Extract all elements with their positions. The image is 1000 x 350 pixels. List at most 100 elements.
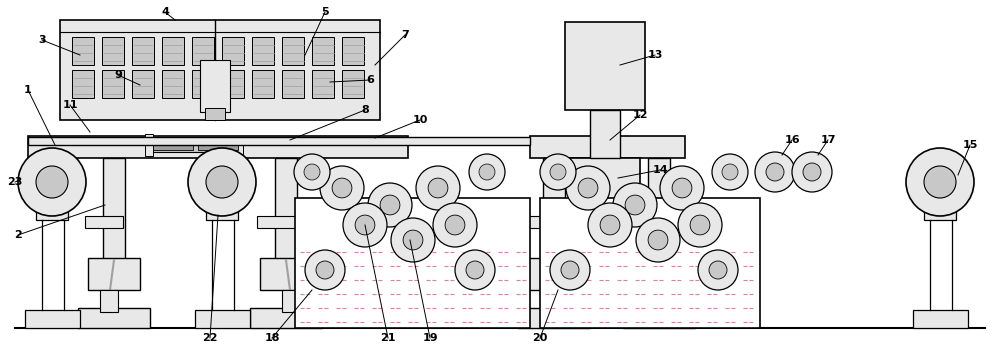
Circle shape <box>416 166 460 210</box>
Text: 16: 16 <box>784 135 800 145</box>
Bar <box>540 198 760 328</box>
Circle shape <box>455 250 495 290</box>
Bar <box>102 70 124 98</box>
Text: 19: 19 <box>422 333 438 343</box>
Circle shape <box>206 166 238 198</box>
Circle shape <box>355 215 375 235</box>
Bar <box>148 138 238 152</box>
Bar <box>250 308 322 328</box>
Bar <box>78 308 150 328</box>
Bar <box>275 158 297 260</box>
Circle shape <box>294 154 330 190</box>
Circle shape <box>613 183 657 227</box>
Bar <box>102 37 124 65</box>
Text: 23: 23 <box>7 177 23 187</box>
Bar <box>282 290 300 312</box>
Text: 21: 21 <box>380 333 396 343</box>
Circle shape <box>678 203 722 247</box>
Bar <box>162 70 184 98</box>
Bar <box>222 70 244 98</box>
Bar <box>312 37 334 65</box>
Circle shape <box>316 261 334 279</box>
Circle shape <box>924 166 956 198</box>
Bar <box>252 70 274 98</box>
Circle shape <box>433 203 477 247</box>
Circle shape <box>709 261 727 279</box>
Circle shape <box>391 218 435 262</box>
Circle shape <box>188 148 256 216</box>
Circle shape <box>466 261 484 279</box>
Text: 12: 12 <box>632 110 648 120</box>
Bar <box>295 198 530 328</box>
Bar <box>543 245 757 325</box>
Bar <box>570 158 640 202</box>
Circle shape <box>428 178 448 198</box>
Circle shape <box>755 152 795 192</box>
Circle shape <box>469 154 505 190</box>
Circle shape <box>550 250 590 290</box>
Circle shape <box>578 178 598 198</box>
Bar <box>200 60 230 112</box>
Circle shape <box>648 230 668 250</box>
Bar <box>260 258 312 290</box>
Bar <box>132 37 154 65</box>
Circle shape <box>550 164 566 180</box>
Circle shape <box>343 203 387 247</box>
Text: 5: 5 <box>321 7 329 17</box>
Bar <box>72 70 94 98</box>
Circle shape <box>660 166 704 210</box>
Bar <box>36 182 68 220</box>
Text: 18: 18 <box>264 333 280 343</box>
Bar <box>342 37 364 65</box>
Circle shape <box>368 183 412 227</box>
Text: 1: 1 <box>24 85 32 95</box>
Circle shape <box>479 164 495 180</box>
Circle shape <box>712 154 748 190</box>
Circle shape <box>636 218 680 262</box>
Bar <box>633 258 685 290</box>
Bar <box>192 37 214 65</box>
Bar <box>88 258 140 290</box>
Circle shape <box>600 215 620 235</box>
Bar <box>257 216 295 228</box>
Circle shape <box>380 195 400 215</box>
Bar <box>235 138 243 154</box>
Text: 17: 17 <box>820 135 836 145</box>
Bar <box>28 136 408 158</box>
Bar <box>206 182 238 220</box>
Text: 3: 3 <box>38 35 46 45</box>
Bar <box>205 108 225 120</box>
Circle shape <box>304 164 320 180</box>
Circle shape <box>540 154 576 190</box>
Bar <box>913 310 968 328</box>
Bar <box>630 216 668 228</box>
Circle shape <box>722 164 738 180</box>
Bar <box>525 216 563 228</box>
Bar <box>518 308 590 328</box>
Circle shape <box>566 166 610 210</box>
Circle shape <box>792 152 832 192</box>
Bar <box>342 70 364 98</box>
Bar <box>103 158 125 260</box>
Bar <box>198 140 238 150</box>
Circle shape <box>561 261 579 279</box>
Text: 22: 22 <box>202 333 218 343</box>
Bar <box>312 70 334 98</box>
Bar <box>282 70 304 98</box>
Bar <box>192 70 214 98</box>
Bar <box>528 258 580 290</box>
Text: 13: 13 <box>647 50 663 60</box>
Bar <box>648 158 670 260</box>
Text: 20: 20 <box>532 333 548 343</box>
Text: 11: 11 <box>62 100 78 110</box>
Bar <box>132 70 154 98</box>
Bar <box>162 37 184 65</box>
Bar <box>195 310 250 328</box>
Bar <box>590 110 620 158</box>
Circle shape <box>625 195 645 215</box>
Bar <box>25 310 80 328</box>
Text: 14: 14 <box>652 165 668 175</box>
Circle shape <box>36 166 68 198</box>
Circle shape <box>445 215 465 235</box>
Circle shape <box>403 230 423 250</box>
